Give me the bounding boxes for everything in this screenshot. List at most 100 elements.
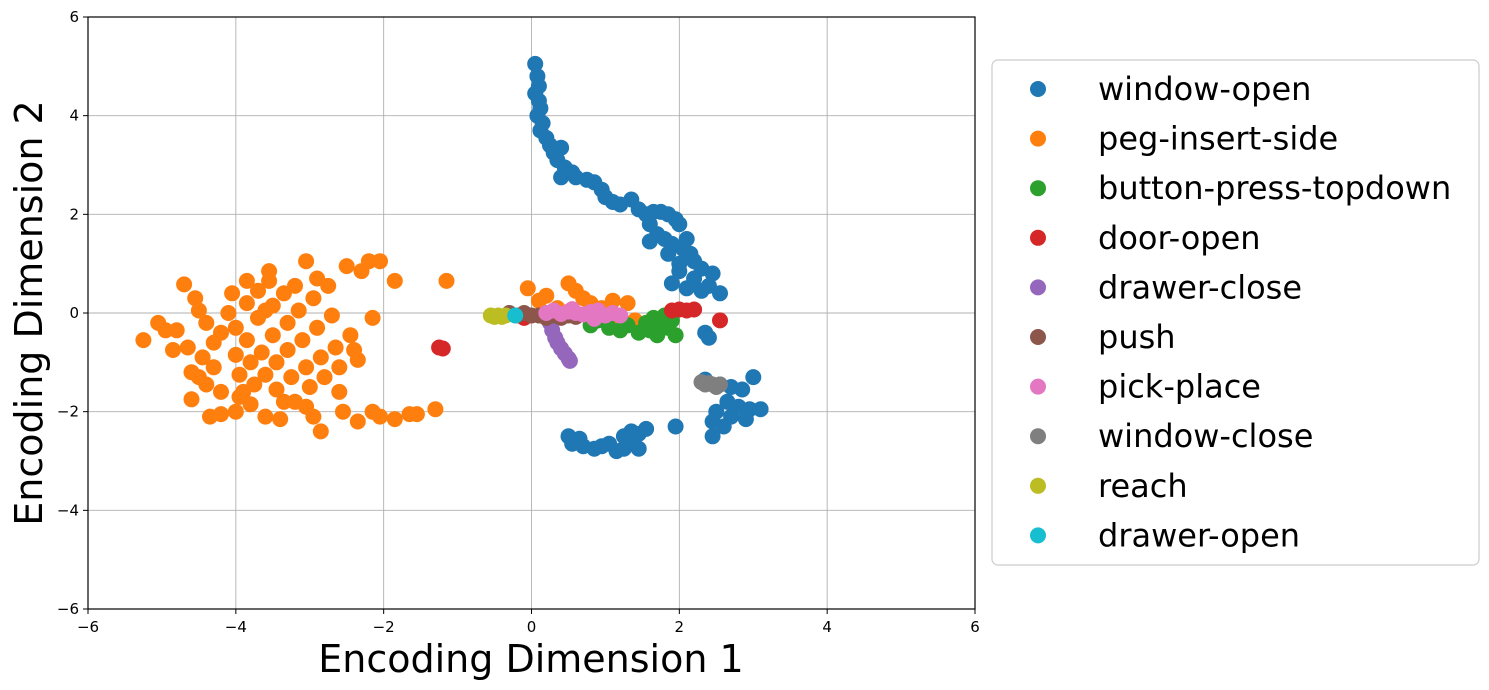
point-peg-insert-side <box>272 411 289 428</box>
legend-label-drawer-close: drawer-close <box>1098 268 1302 306</box>
legend-label-pick-place: pick-place <box>1098 368 1261 406</box>
point-peg-insert-side <box>305 290 322 307</box>
point-peg-insert-side <box>386 411 403 428</box>
point-peg-insert-side <box>312 349 329 366</box>
legend-marker-window-open <box>1030 81 1046 97</box>
legend-marker-button-press-topdown <box>1030 180 1046 197</box>
point-peg-insert-side <box>213 324 229 341</box>
point-peg-insert-side <box>342 327 359 344</box>
point-peg-insert-side <box>604 292 621 309</box>
point-peg-insert-side <box>519 280 536 297</box>
point-window-close <box>712 376 728 393</box>
point-door-open <box>686 301 703 318</box>
point-peg-insert-side <box>235 383 252 400</box>
point-peg-insert-side <box>408 406 425 423</box>
y-tick-label: −6 <box>57 600 79 618</box>
point-peg-insert-side <box>372 408 388 425</box>
legend-frame <box>991 59 1480 566</box>
legend-marker-pick-place <box>1030 378 1046 395</box>
y-tick-label: 4 <box>69 107 79 125</box>
point-window-open <box>671 216 688 233</box>
point-window-open <box>663 275 680 292</box>
point-peg-insert-side <box>224 285 241 302</box>
legend-label-window-open: window-open <box>1098 70 1311 108</box>
point-peg-insert-side <box>331 383 348 400</box>
point-peg-insert-side <box>165 342 181 358</box>
x-tick-label: 2 <box>675 618 685 636</box>
point-peg-insert-side <box>213 383 229 400</box>
point-peg-insert-side <box>194 349 211 366</box>
series-window-close <box>693 374 728 395</box>
legend-label-reach: reach <box>1098 467 1188 505</box>
point-peg-insert-side <box>331 359 348 376</box>
point-peg-insert-side <box>353 263 370 280</box>
point-window-open <box>712 285 728 302</box>
point-peg-insert-side <box>287 277 303 294</box>
y-tick-label: 0 <box>69 304 79 322</box>
legend-label-door-open: door-open <box>1098 219 1261 257</box>
point-pick-place <box>612 307 629 324</box>
point-peg-insert-side <box>198 314 215 331</box>
series-pick-place <box>538 301 629 327</box>
x-tick-label: 0 <box>527 618 537 636</box>
point-window-open <box>671 263 688 280</box>
point-pick-place <box>586 310 603 327</box>
point-window-open <box>527 55 544 72</box>
point-peg-insert-side <box>242 354 259 371</box>
point-peg-insert-side <box>298 398 315 415</box>
point-peg-insert-side <box>294 332 311 349</box>
point-window-open <box>734 381 751 398</box>
point-peg-insert-side <box>250 282 266 299</box>
ticks: −6 −4 −2 0 2 4 6 −6 −4 −2 0 2 4 6 <box>57 8 980 636</box>
legend-marker-peg-insert-side <box>1030 130 1046 147</box>
point-window-open <box>615 428 632 445</box>
point-peg-insert-side <box>309 270 326 287</box>
point-peg-insert-side <box>227 319 244 336</box>
point-peg-insert-side <box>253 344 270 361</box>
x-axis-label: Encoding Dimension 1 <box>318 637 743 681</box>
point-peg-insert-side <box>257 408 274 425</box>
point-peg-insert-side <box>323 307 340 324</box>
point-window-open <box>752 401 769 418</box>
point-peg-insert-side <box>202 408 218 425</box>
point-button-press-topdown <box>667 327 684 344</box>
point-window-open <box>700 329 717 346</box>
point-drawer-open <box>507 307 524 324</box>
point-peg-insert-side <box>257 302 274 319</box>
point-peg-insert-side <box>538 287 555 304</box>
series-drawer-open <box>507 307 524 324</box>
x-tick-label: −6 <box>77 618 99 636</box>
y-tick-label: 6 <box>69 8 79 26</box>
point-peg-insert-side <box>176 276 193 293</box>
legend: window-open peg-insert-side button-press-t… <box>991 59 1480 566</box>
point-window-open <box>638 420 655 437</box>
point-peg-insert-side <box>242 396 259 413</box>
point-door-open <box>434 340 451 357</box>
point-window-open <box>630 440 647 457</box>
legend-label-peg-insert-side: peg-insert-side <box>1098 120 1338 158</box>
point-peg-insert-side <box>349 413 366 430</box>
y-axis-label: Encoding Dimension 2 <box>7 100 51 525</box>
point-peg-insert-side <box>619 295 636 312</box>
point-peg-insert-side <box>183 391 200 408</box>
point-peg-insert-side <box>205 359 222 376</box>
point-window-open <box>745 369 762 386</box>
point-peg-insert-side <box>179 339 196 356</box>
legend-marker-drawer-open <box>1030 527 1046 544</box>
x-tick-label: 6 <box>970 618 980 636</box>
point-peg-insert-side <box>257 366 274 383</box>
point-peg-insert-side <box>227 346 244 363</box>
legend-label-drawer-open: drawer-open <box>1098 516 1300 554</box>
point-window-open <box>641 233 658 250</box>
point-window-open <box>704 265 721 282</box>
point-peg-insert-side <box>327 339 344 356</box>
series-peg-insert-side <box>135 253 643 440</box>
point-window-open <box>678 280 695 297</box>
point-window-open <box>737 411 754 428</box>
point-peg-insert-side <box>290 302 307 319</box>
y-tick-label: −2 <box>57 403 79 421</box>
y-tick-label: −4 <box>57 501 79 519</box>
point-peg-insert-side <box>187 290 204 307</box>
point-peg-insert-side <box>264 327 281 344</box>
point-peg-insert-side <box>301 379 318 395</box>
